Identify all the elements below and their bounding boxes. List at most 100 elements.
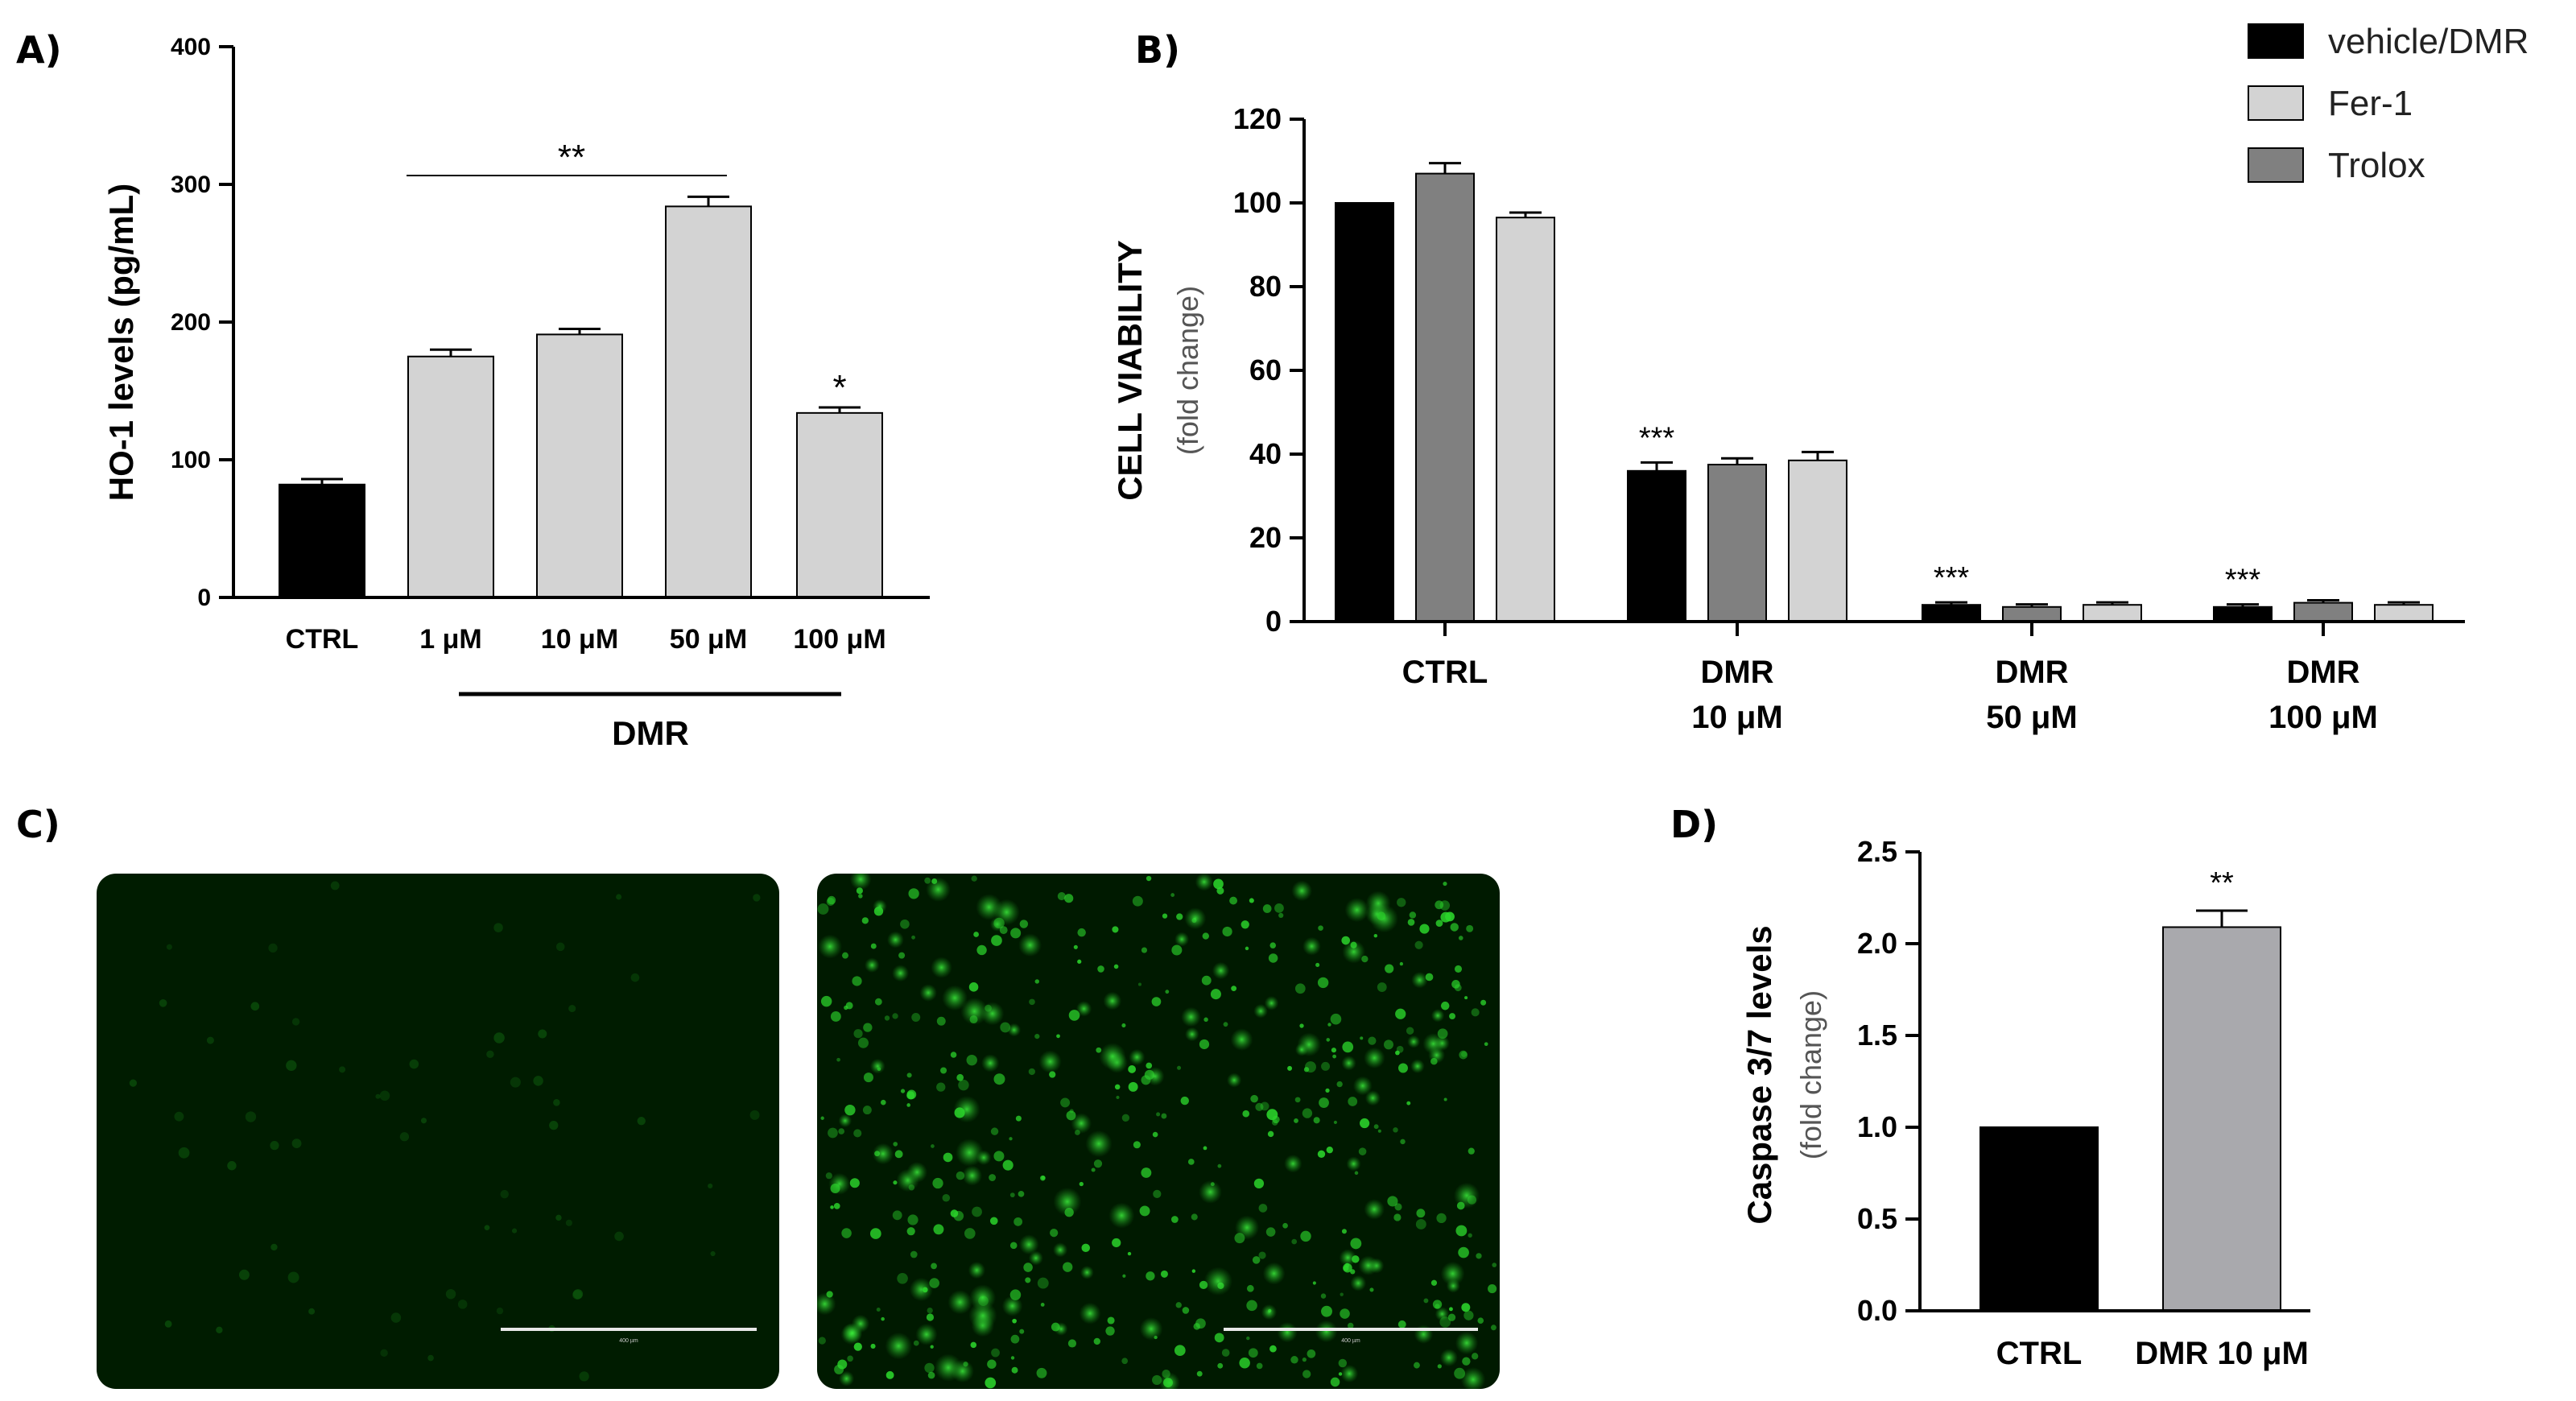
fluorescence-speck xyxy=(1454,1367,1466,1379)
legend-swatch xyxy=(2248,23,2304,59)
fluorescence-speck xyxy=(971,875,977,882)
fluorescence-speck xyxy=(1338,1358,1348,1368)
fluorescence-speck xyxy=(129,1079,138,1087)
fluorescence-speck xyxy=(1364,1090,1381,1106)
fluorescence-speck xyxy=(1085,1130,1113,1158)
fluorescence-speck xyxy=(830,1205,834,1209)
fluorescence-speck xyxy=(976,944,987,956)
fluorescence-speck xyxy=(1122,1274,1126,1278)
fluorescence-speck xyxy=(1127,1251,1132,1256)
fluorescence-speck xyxy=(968,982,979,992)
fluorescence-speck xyxy=(1141,1168,1152,1178)
fluorescence-speck xyxy=(876,1307,881,1312)
fluorescence-speck xyxy=(1261,1304,1278,1320)
fluorescence-speck xyxy=(1350,1275,1367,1291)
fluorescence-speck xyxy=(1437,1364,1442,1369)
fluorescence-speck xyxy=(1191,1213,1198,1221)
fluorescence-speck xyxy=(1153,1189,1162,1199)
fluorescence-speck xyxy=(1321,1305,1332,1317)
panel-label-b: B) xyxy=(1135,28,1180,72)
fluorescence-speck xyxy=(863,1023,873,1032)
fluorescence-speck xyxy=(1213,878,1224,890)
fluorescence-speck xyxy=(1199,1180,1222,1204)
fluorescence-speck xyxy=(1269,1345,1277,1353)
fluorescence-speck xyxy=(955,1139,984,1167)
fluorescence-speck xyxy=(1007,1023,1022,1037)
fluorescence-speck xyxy=(496,1307,504,1315)
fluorescence-speck xyxy=(870,1343,876,1349)
fluorescence-speck xyxy=(1395,1050,1400,1056)
fluorescence-speck xyxy=(927,1371,935,1379)
fluorescence-speck xyxy=(380,1349,388,1358)
panel-a-category-label: CTRL xyxy=(286,624,359,655)
fluorescence-speck xyxy=(1146,1062,1153,1069)
fluorescence-speck xyxy=(1011,1366,1018,1374)
fluorescence-speck xyxy=(970,1341,977,1349)
fluorescence-speck xyxy=(1409,911,1417,919)
fluorescence-speck xyxy=(409,1059,419,1069)
panel-b-category-label: 50 μM xyxy=(1986,700,2077,735)
chart-panel-b: CELL VIABILITY (fold change) 0 20 40 60 80 10… xyxy=(1111,22,2529,735)
fluorescence-speck xyxy=(838,1114,852,1128)
fluorescence-speck xyxy=(579,1371,589,1382)
fluorescence-speck xyxy=(853,1342,862,1351)
panel-a-bar xyxy=(665,205,752,598)
fluorescence-speck xyxy=(1269,942,1277,948)
fluorescence-speck xyxy=(1422,1033,1444,1055)
fluorescence-speck xyxy=(909,1277,933,1302)
fluorescence-speck xyxy=(1320,1293,1327,1299)
fluorescence-speck xyxy=(1443,1097,1447,1101)
fluorescence-speck xyxy=(206,1036,214,1044)
panel-b-y-tick-label: 40 xyxy=(1249,437,1282,470)
fluorescence-speck xyxy=(1264,995,1279,1010)
fluorescence-speck xyxy=(1394,1203,1402,1211)
fluorescence-speck xyxy=(1260,1101,1269,1111)
fluorescence-speck xyxy=(339,1066,346,1073)
panel-d-y-tick-label: 2.5 xyxy=(1857,835,1897,868)
fluorescence-speck xyxy=(991,935,1002,946)
fluorescence-speck xyxy=(614,1231,624,1242)
fluorescence-speck xyxy=(910,1250,918,1258)
fluorescence-speck xyxy=(870,943,877,949)
fluorescence-speck xyxy=(1230,1028,1253,1051)
fluorescence-speck xyxy=(238,1269,250,1280)
fluorescence-speck xyxy=(1460,1367,1486,1389)
fluorescence-speck xyxy=(1091,1168,1096,1172)
fluorescence-speck xyxy=(1451,980,1460,989)
legend-swatch xyxy=(2248,147,2304,183)
fluorescence-speck xyxy=(216,1326,223,1333)
fluorescence-speck xyxy=(1177,1065,1182,1070)
fluorescence-speck xyxy=(1221,1349,1230,1357)
fluorescence-speck xyxy=(1201,975,1212,986)
fluorescence-speck xyxy=(1472,1353,1479,1360)
fluorescence-speck xyxy=(826,897,835,906)
fluorescence-speck xyxy=(1137,982,1141,986)
fluorescence-speck xyxy=(1377,1129,1381,1133)
fluorescence-speck xyxy=(1217,1163,1222,1168)
panel-b-bar xyxy=(2002,605,2062,622)
fluorescence-speck xyxy=(900,919,910,929)
fluorescence-speck xyxy=(1171,944,1183,956)
panel-a-bracket-annotation: ** xyxy=(558,138,585,177)
fluorescence-speck xyxy=(1435,900,1444,910)
fluorescence-speck xyxy=(991,1348,1000,1358)
panel-b-bar xyxy=(1335,202,1394,622)
fluorescence-speck xyxy=(1397,1320,1406,1329)
fluorescence-speck xyxy=(1114,1084,1121,1090)
fluorescence-speck xyxy=(493,1032,505,1044)
panel-b-y-tick-label: 80 xyxy=(1249,270,1282,303)
fluorescence-speck xyxy=(445,1288,456,1300)
panel-d-category-label: DMR 10 μM xyxy=(2135,1336,2309,1371)
fluorescence-speck xyxy=(834,1364,844,1374)
fluorescence-speck xyxy=(906,1103,910,1107)
fluorescence-speck xyxy=(1029,998,1035,1006)
fluorescence-speck xyxy=(1360,1036,1364,1040)
fluorescence-speck xyxy=(1443,881,1447,886)
panel-b-y-tick-label: 60 xyxy=(1249,353,1282,386)
panel-b-significance-label: *** xyxy=(1934,561,1970,595)
fluorescence-speck xyxy=(1139,1317,1163,1341)
fluorescence-speck xyxy=(844,1005,848,1010)
fluorescence-speck xyxy=(1414,940,1423,949)
fluorescence-speck xyxy=(1019,1329,1025,1334)
fluorescence-speck xyxy=(1050,1229,1059,1238)
